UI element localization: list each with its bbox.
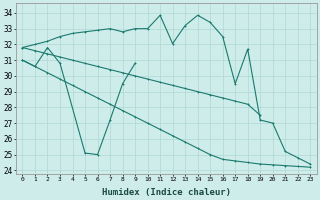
X-axis label: Humidex (Indice chaleur): Humidex (Indice chaleur) xyxy=(102,188,231,197)
